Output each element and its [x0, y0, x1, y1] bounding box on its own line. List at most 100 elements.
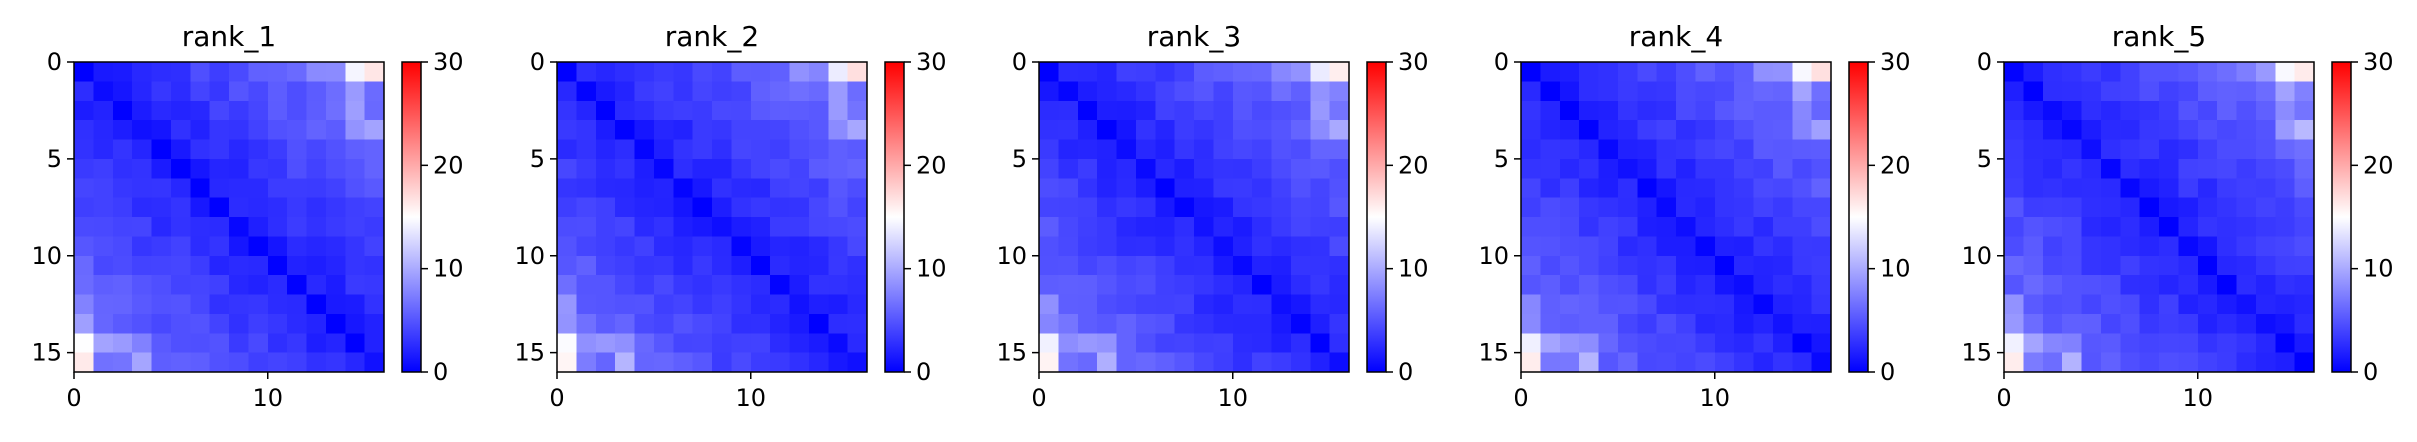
heatmap-cell: [770, 62, 791, 82]
heatmap-cell: [1792, 139, 1813, 160]
heatmap-cell: [789, 81, 810, 102]
heatmap-cell: [345, 197, 366, 218]
heatmap-cell: [770, 197, 791, 218]
heatmap-cell: [1792, 197, 1813, 218]
heatmap-cell: [2100, 197, 2121, 218]
heatmap-cell: [2042, 197, 2063, 218]
heatmap-cell: [828, 313, 849, 334]
heatmap-cell: [673, 158, 694, 179]
heatmap-cell: [712, 178, 732, 199]
heatmap-cell: [808, 352, 829, 373]
heatmap-cell: [1116, 255, 1137, 276]
heatmap-cell: [2197, 313, 2218, 334]
heatmap-cell: [1617, 294, 1638, 315]
heatmap-cell: [847, 217, 868, 237]
heatmap-cell: [1540, 236, 1561, 257]
heatmap-cell: [93, 100, 114, 121]
heatmap-cell: [2023, 294, 2044, 315]
heatmap-cell: [2004, 352, 2024, 373]
heatmap-cell: [750, 139, 771, 160]
heatmap-cell: [170, 294, 191, 315]
heatmap-cell: [267, 352, 288, 373]
heatmap-cell: [828, 158, 849, 179]
heatmap-cell: [828, 236, 849, 257]
heatmap-cell: [2275, 197, 2296, 218]
heatmap-cell: [1598, 236, 1619, 257]
heatmap-cell: [828, 275, 849, 296]
heatmap-cell: [209, 294, 230, 315]
heatmap-cell: [1194, 100, 1214, 121]
heatmap-cell: [1637, 120, 1658, 141]
heatmap-cell: [2217, 294, 2238, 315]
heatmap-cell: [1811, 120, 1832, 141]
heatmap-cell: [345, 100, 366, 121]
heatmap-cell: [1097, 255, 1118, 276]
heatmap-cell: [190, 178, 211, 199]
heatmap-cell: [287, 81, 308, 102]
colorbar-tick-label: 30: [433, 48, 464, 76]
heatmap-cell: [2275, 313, 2296, 334]
heatmap-cell: [209, 333, 230, 354]
heatmap-cell: [557, 294, 577, 315]
heatmap-cell: [731, 139, 752, 160]
heatmap-cell: [673, 120, 694, 141]
heatmap-cell: [93, 333, 114, 354]
heatmap-cell: [808, 217, 829, 237]
heatmap-cell: [557, 178, 577, 199]
heatmap-cell: [2062, 197, 2083, 218]
heatmap-cell: [2217, 333, 2238, 354]
heatmap-cell: [557, 120, 577, 141]
heatmap-cell: [1695, 217, 1716, 237]
heatmap-cell: [2139, 217, 2160, 237]
heatmap-cell: [2178, 333, 2199, 354]
colorbar: [1366, 61, 1387, 373]
heatmap-cell: [1637, 178, 1658, 199]
heatmap-cell: [673, 313, 694, 334]
heatmap-cell: [2217, 217, 2238, 237]
heatmap-cell: [2294, 236, 2315, 257]
heatmap-cell: [190, 120, 211, 141]
heatmap-cell: [364, 236, 385, 257]
heatmap-cell: [1097, 81, 1118, 102]
heatmap-cell: [1039, 352, 1059, 373]
heatmap-cell: [2178, 81, 2199, 102]
heatmap-cell: [2178, 236, 2199, 257]
heatmap-cell: [615, 236, 636, 257]
heatmap-cell: [576, 294, 597, 315]
heatmap-cell: [1598, 217, 1619, 237]
heatmap-cell: [2255, 333, 2276, 354]
heatmap-cell: [1734, 294, 1755, 315]
heatmap-cell: [2217, 275, 2238, 296]
heatmap-cell: [1213, 178, 1234, 199]
heatmap-cell: [2255, 217, 2276, 237]
heatmap-cell: [1772, 178, 1793, 199]
heatmap-cell: [74, 158, 94, 179]
heatmap-cell: [1792, 178, 1813, 199]
heatmap-cell: [170, 62, 191, 82]
heatmap-cell: [615, 217, 636, 237]
heatmap-cell: [1753, 313, 1774, 334]
heatmap-cell: [1676, 255, 1696, 276]
heatmap-cell: [151, 275, 172, 296]
heatmap-cell: [1116, 81, 1137, 102]
colorbar-tick-label: 0: [1880, 358, 1895, 386]
heatmap-cell: [2081, 81, 2102, 102]
heatmap-cell: [190, 158, 211, 179]
heatmap-cell: [1252, 255, 1273, 276]
heatmap-cell: [345, 294, 366, 315]
heatmap-cell: [2236, 120, 2257, 141]
heatmap-cell: [1039, 236, 1059, 257]
heatmap-cell: [1811, 275, 1832, 296]
heatmap-cell: [1174, 62, 1195, 82]
heatmap-cell: [2236, 62, 2257, 82]
heatmap-cell: [345, 81, 366, 102]
heatmap-cell: [595, 62, 616, 82]
heatmap-cell: [2081, 158, 2102, 179]
heatmap-cell: [74, 120, 94, 141]
heatmap-cell: [1155, 62, 1176, 82]
colorbar-tick-label: 10: [1880, 255, 1911, 283]
heatmap-cell: [1792, 333, 1813, 354]
heatmap-cell: [2294, 81, 2315, 102]
heatmap-cell: [306, 62, 327, 82]
heatmap-cell: [1559, 333, 1580, 354]
